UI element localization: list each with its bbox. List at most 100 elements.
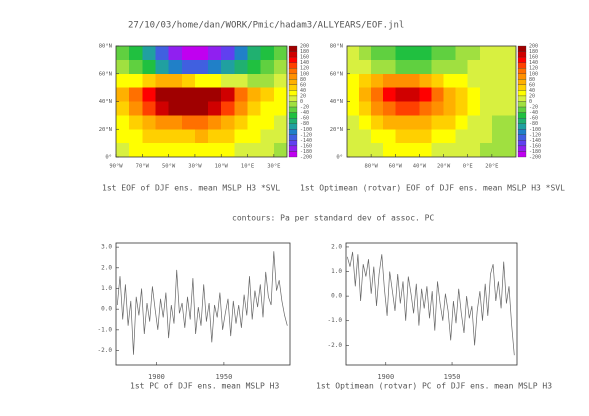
field-cell <box>395 115 408 130</box>
field-cell <box>142 129 156 144</box>
field-cell <box>247 115 261 130</box>
field-cell <box>371 115 384 130</box>
field-cell <box>221 46 235 60</box>
colorbar-label: 0 <box>300 99 303 105</box>
field-cell <box>359 73 372 88</box>
field-cell <box>168 101 182 116</box>
field-cell <box>455 73 468 88</box>
colorbar-label: 80 <box>300 77 306 83</box>
field-cell <box>129 115 143 130</box>
field-cell <box>431 143 444 157</box>
field-cell <box>221 73 235 88</box>
field-cell <box>419 143 432 157</box>
colorbar-swatch <box>517 145 527 152</box>
colorbar-label: 80 <box>529 77 535 83</box>
field-cell <box>116 101 130 116</box>
field-cell <box>168 87 182 102</box>
chart-caption: 1st Optimean (rotvar) EOF of DJF ens. me… <box>300 184 565 193</box>
field-cell <box>359 101 372 116</box>
field-cell <box>347 115 360 130</box>
x-tick-label: 30°W <box>188 164 202 170</box>
x-tick-label: 1900 <box>377 373 394 381</box>
field-cell <box>383 129 396 144</box>
field-cell <box>208 101 222 116</box>
field-cell <box>479 115 492 130</box>
field-cell <box>260 59 274 74</box>
field-cell <box>194 46 209 60</box>
y-tick-label: 0.0 <box>101 306 112 313</box>
field-cell <box>129 129 143 144</box>
field-cell <box>419 87 432 102</box>
field-cell <box>443 101 456 116</box>
field-cell <box>116 59 130 74</box>
y-tick-label: 0° <box>336 155 343 161</box>
colorbar-swatch <box>517 79 527 86</box>
plot-frame <box>345 242 518 366</box>
colorbar-swatch <box>517 134 527 141</box>
chart-caption: 1st PC of DJF ens. mean MSLP H3 <box>130 382 279 391</box>
x-tick-label: 50°W <box>162 164 176 170</box>
colorbar-label: 160 <box>300 55 309 61</box>
colorbar-label: -60 <box>529 116 538 122</box>
field-cell <box>273 73 287 88</box>
field-cell <box>491 129 504 144</box>
colorbar-label: 60 <box>529 82 535 88</box>
colorbar-swatch <box>517 101 527 108</box>
x-tick-label: 20°E <box>485 164 498 170</box>
x-tick-label: 80°W <box>365 164 379 170</box>
colorbar-label: -140 <box>529 138 541 144</box>
colorbar-label: -180 <box>529 149 541 155</box>
field-cell <box>142 59 156 74</box>
field-cell <box>221 59 235 74</box>
colorbar-swatch <box>517 140 527 147</box>
field-cell <box>407 115 420 130</box>
field-cell <box>221 115 235 130</box>
field-cell <box>407 73 420 88</box>
field-cell <box>129 46 143 60</box>
field-cell <box>479 129 492 144</box>
field-cell <box>168 115 182 130</box>
field-cell <box>431 101 444 116</box>
x-tick-label: 1950 <box>215 373 232 381</box>
field-cell <box>116 46 130 60</box>
field-cell <box>273 129 287 144</box>
field-cell <box>371 101 384 116</box>
colorbar-swatch <box>517 90 527 97</box>
field-cell <box>455 115 468 130</box>
field-cell <box>181 87 195 102</box>
field-cell <box>234 87 248 102</box>
field-cell <box>260 87 274 102</box>
field-cell <box>273 59 287 74</box>
field-cell <box>419 46 432 60</box>
field-cell <box>395 143 408 157</box>
field-cell <box>491 143 504 157</box>
field-cell <box>455 87 468 102</box>
field-cell <box>208 59 222 74</box>
field-cell <box>129 73 143 88</box>
field-cell <box>455 143 468 157</box>
field-cell <box>467 115 480 130</box>
field-cell <box>431 73 444 88</box>
field-cell <box>234 73 248 88</box>
colorbar-label: 0 <box>529 99 532 105</box>
colorbar-label: 120 <box>300 66 309 72</box>
colorbar-label: -80 <box>300 121 309 127</box>
field-cell <box>479 101 492 116</box>
contour-note: contours: Pa per standard dev of assoc. … <box>232 214 434 223</box>
field-cell <box>208 143 222 157</box>
colorbar-label: 20 <box>529 93 535 99</box>
colorbar-label: 100 <box>300 71 309 77</box>
field-cell <box>407 59 420 74</box>
colorbar-swatch <box>517 51 527 58</box>
y-tick-label: 0.0 <box>331 293 342 300</box>
chart-caption: 1st EOF of DJF ens. mean MSLP H3 *SVL <box>102 184 280 193</box>
field-cell <box>273 101 287 116</box>
field-cell <box>455 129 468 144</box>
colorbar-label: -40 <box>529 110 538 116</box>
field-cell <box>247 46 261 60</box>
field-cell <box>455 46 468 60</box>
field-cell <box>503 46 516 60</box>
field-cell <box>247 59 261 74</box>
field-cell <box>443 115 456 130</box>
